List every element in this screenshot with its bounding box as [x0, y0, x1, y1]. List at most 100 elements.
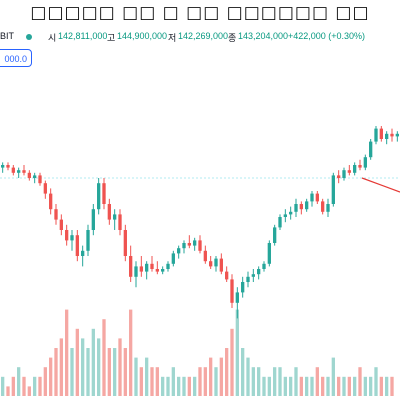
candle-body[interactable]	[246, 276, 250, 282]
volume-bar	[203, 367, 207, 396]
candle-body[interactable]	[107, 204, 111, 220]
candle-body[interactable]	[321, 201, 325, 212]
candle-body[interactable]	[187, 243, 191, 246]
candle-body[interactable]	[118, 214, 122, 230]
candle-body[interactable]	[182, 243, 186, 249]
candle-body[interactable]	[198, 240, 202, 251]
volume-bar	[17, 367, 21, 396]
volume-bar	[27, 386, 31, 396]
volume-bar	[385, 376, 389, 396]
volume-bar	[262, 376, 266, 396]
candle-body[interactable]	[129, 256, 133, 277]
candle-body[interactable]	[102, 183, 106, 204]
candle-body[interactable]	[203, 250, 207, 262]
trend-line[interactable]	[361, 177, 400, 193]
candle-body[interactable]	[278, 217, 282, 228]
candle-body[interactable]	[145, 263, 149, 272]
candle-body[interactable]	[65, 230, 69, 241]
candle-body[interactable]	[331, 175, 335, 204]
candle-body[interactable]	[283, 214, 287, 217]
candle-body[interactable]	[209, 261, 213, 267]
volume-bar	[278, 367, 282, 396]
candle-body[interactable]	[369, 141, 373, 158]
candle-body[interactable]	[113, 214, 117, 220]
candle-body[interactable]	[262, 263, 266, 269]
candle-body[interactable]	[75, 235, 79, 256]
candle-body[interactable]	[22, 170, 26, 173]
price-input[interactable]: 000.0	[0, 49, 32, 67]
candle-body[interactable]	[33, 175, 37, 178]
candle-body[interactable]	[214, 258, 218, 267]
candle-body[interactable]	[299, 204, 303, 210]
candle-body[interactable]	[358, 165, 362, 168]
volume-bar	[102, 319, 106, 396]
candle-body[interactable]	[305, 201, 309, 210]
candle-body[interactable]	[6, 165, 10, 168]
volume-bar	[347, 376, 351, 396]
candle-body[interactable]	[363, 157, 367, 168]
volume-bar	[38, 376, 42, 396]
candle-body[interactable]	[1, 165, 5, 168]
volume-bar	[145, 357, 149, 396]
candle-body[interactable]	[97, 183, 101, 210]
candle-body[interactable]	[347, 170, 351, 173]
candle-body[interactable]	[150, 263, 154, 269]
candle-body[interactable]	[390, 133, 394, 137]
candle-body[interactable]	[294, 204, 298, 212]
candle-body[interactable]	[86, 230, 90, 251]
volume-bar	[155, 367, 159, 396]
candle-body[interactable]	[241, 282, 245, 293]
candle-body[interactable]	[219, 258, 223, 272]
candle-body[interactable]	[91, 209, 95, 230]
market-status-icon	[26, 34, 32, 40]
candle-body[interactable]	[59, 219, 63, 230]
candle-body[interactable]	[177, 248, 181, 254]
candle-body[interactable]	[337, 175, 341, 178]
candle-body[interactable]	[230, 279, 234, 303]
candle-body[interactable]	[273, 227, 277, 243]
candle-body[interactable]	[81, 250, 85, 256]
candle-body[interactable]	[161, 269, 165, 272]
volume-bar	[86, 348, 90, 396]
candle-body[interactable]	[251, 274, 255, 277]
candle-body[interactable]	[17, 170, 21, 173]
symbol-label[interactable]: BIT	[0, 31, 15, 41]
volume-layer	[1, 309, 394, 396]
candle-body[interactable]	[342, 170, 346, 178]
candle-body[interactable]	[315, 193, 319, 202]
candle-body[interactable]	[54, 209, 58, 220]
low-label: 저	[168, 33, 177, 43]
candle-body[interactable]	[11, 167, 15, 173]
volume-bar	[321, 376, 325, 396]
volume-bar	[107, 348, 111, 396]
volume-bar	[283, 376, 287, 396]
volume-bar	[294, 367, 298, 396]
volume-bar	[214, 367, 218, 396]
candle-body[interactable]	[139, 266, 143, 272]
candle-body[interactable]	[385, 133, 389, 139]
candle-body[interactable]	[123, 230, 127, 256]
candle-body[interactable]	[379, 128, 383, 139]
candle-body[interactable]	[235, 292, 239, 303]
candle-body[interactable]	[225, 271, 229, 280]
candle-body[interactable]	[193, 240, 197, 246]
candle-body[interactable]	[289, 211, 293, 215]
candle-body[interactable]	[49, 193, 53, 210]
candle-body[interactable]	[134, 266, 138, 277]
candle-body[interactable]	[43, 183, 47, 194]
candle-body[interactable]	[38, 175, 42, 184]
candle-body[interactable]	[155, 269, 159, 272]
candle-body[interactable]	[257, 269, 261, 275]
candle-body[interactable]	[374, 128, 378, 142]
volume-bar	[97, 338, 101, 396]
candle-body[interactable]	[310, 193, 314, 202]
candle-body[interactable]	[27, 172, 31, 178]
candle-body[interactable]	[166, 263, 170, 269]
candle-body[interactable]	[353, 165, 357, 173]
candle-body[interactable]	[267, 243, 271, 264]
candle-body[interactable]	[70, 235, 74, 241]
candle-body[interactable]	[326, 204, 330, 212]
candle-body[interactable]	[395, 133, 399, 137]
candle-body[interactable]	[171, 253, 175, 264]
